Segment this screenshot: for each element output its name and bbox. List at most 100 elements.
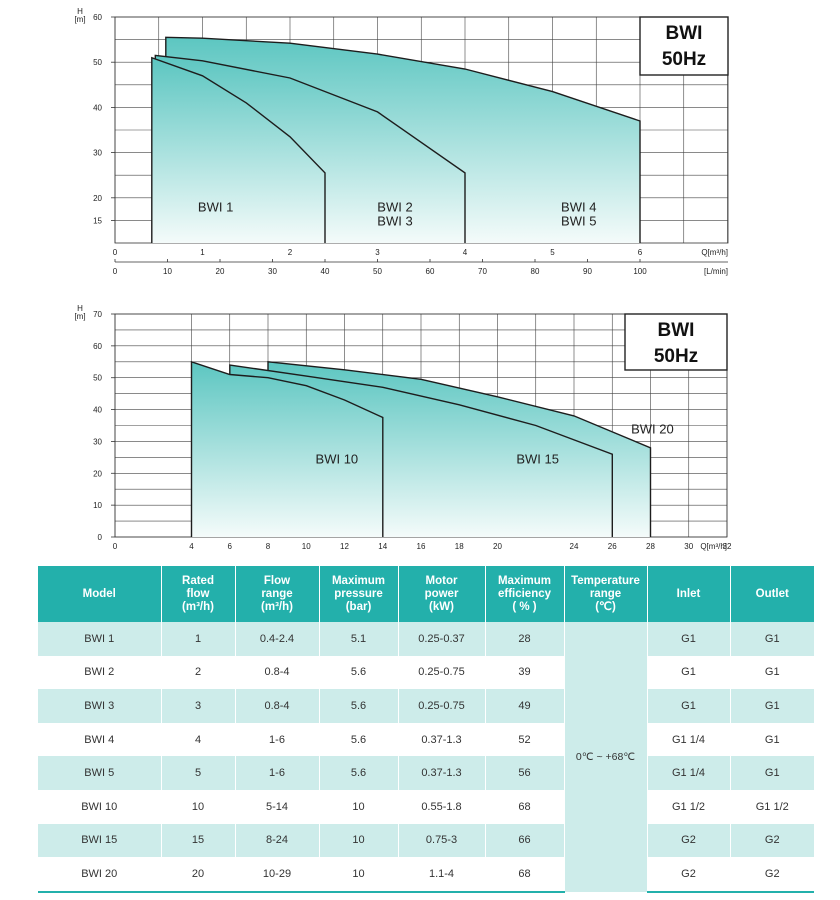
table-cell: G1: [647, 655, 731, 690]
table-cell: 5.6: [319, 722, 399, 757]
table-header-row: Model Rated flow (m³/h) Flow range (m³/h) Maxim…: [38, 566, 814, 622]
curve-label: BWI 20: [631, 421, 674, 436]
table-cell: 15: [161, 823, 236, 858]
y-tick-label: 70: [93, 310, 102, 319]
x-tick-label: 30: [684, 542, 693, 551]
y-tick-label: 0: [98, 533, 103, 542]
table-cell: 0.75-3: [398, 823, 486, 858]
curve-label: BWI 2: [377, 199, 412, 214]
col-header: Maximum pressure (bar): [319, 566, 399, 622]
col-header: Rated flow (m³/h): [161, 566, 236, 622]
table-cell: 0.8-4: [235, 655, 320, 690]
table-cell: BWI 3: [38, 689, 162, 723]
table-cell: G2: [647, 823, 731, 858]
table-cell: 66: [485, 823, 565, 858]
y-tick-label: 30: [93, 437, 102, 446]
y-tick-label: 60: [93, 13, 102, 22]
x-axis-label: Q[m³/h]: [700, 542, 727, 551]
table-cell: 1-6: [235, 722, 320, 757]
y-tick-label: 60: [93, 342, 102, 351]
chart2-axes: H[m]: [74, 304, 85, 321]
badge-frequency: 50Hz: [662, 49, 706, 70]
table-cell: G2: [730, 857, 814, 893]
table-body: BWI 1 1 0.4-2.4 5.1 0.25-0.37 28 0℃ ~ +68℃ G1 G1…: [38, 622, 814, 893]
chart2-ticks: 0 10 20 30 40 50 60 70 0 4 6 8 10 12 14 16 18 20 24 26 28 30 3…: [93, 310, 732, 551]
table-cell: 10: [319, 789, 399, 824]
table-cell: BWI 1: [38, 622, 162, 656]
table-cell: 0.25-0.75: [398, 689, 486, 723]
chart2-badge: BWI 50Hz: [624, 313, 728, 371]
x-tick-label: 32: [723, 542, 732, 551]
y-axis-unit: [m]: [74, 312, 85, 321]
table-cell: 10: [319, 857, 399, 893]
table-row: BWI 4 4 1-6 5.6 0.37-1.3 52 G1 1/4 G1: [38, 722, 814, 757]
x-tick-label: 0: [113, 248, 118, 257]
y-axis-label: H: [77, 304, 83, 313]
x-tick-label: 6: [228, 542, 233, 551]
table-cell: G1: [730, 622, 814, 656]
curve-label: BWI 3: [377, 213, 412, 228]
x2-tick-label: 90: [583, 267, 592, 276]
curve-bwi-2-bwi-3: [154, 54, 466, 243]
table-cell: G1: [730, 689, 814, 723]
x-tick-label: 4: [189, 542, 194, 551]
table-cell: BWI 15: [38, 823, 162, 858]
x-tick-label: 6: [638, 248, 643, 257]
y-tick-label: 15: [93, 216, 102, 225]
table-cell: 5.6: [319, 756, 399, 790]
x-tick-label: 5: [550, 248, 555, 257]
y-tick-label: 40: [93, 103, 102, 112]
x-tick-label: 8: [266, 542, 271, 551]
x-tick-label: 24: [570, 542, 579, 551]
x-axis-label: Q[m³/h]: [701, 248, 728, 257]
x2-tick-label: 50: [373, 267, 382, 276]
curve-bwi-4-bwi-5: [165, 36, 641, 243]
x-tick-label: 0: [113, 542, 118, 551]
col-header: Flow range (m³/h): [235, 566, 320, 622]
table-cell: 20: [161, 857, 236, 893]
table-cell: 0.37-1.3: [398, 722, 486, 757]
table-cell: 39: [485, 655, 565, 690]
table-cell: BWI 20: [38, 857, 162, 893]
curve-label: BWI 15: [516, 452, 559, 467]
chart1-axes: H[m]: [74, 7, 85, 24]
table-cell: 0.4-2.4: [235, 622, 320, 656]
table-row: BWI 3 3 0.8-4 5.6 0.25-0.75 49 G1 G1: [38, 689, 814, 723]
col-header: Outlet: [730, 566, 814, 622]
x2-tick-label: 100: [633, 267, 647, 276]
x2-tick-label: 60: [426, 267, 435, 276]
table-cell: G1: [730, 722, 814, 757]
curve-bwi-20: [267, 361, 652, 537]
table-row: BWI 20 20 10-29 10 1.1-4 68 G2 G2: [38, 857, 814, 893]
temperature-range-cell: 0℃ ~ +68℃: [564, 622, 648, 892]
table-cell: 0.25-0.37: [398, 622, 486, 656]
y-axis-label: H: [77, 7, 83, 16]
curve-label: BWI 10: [316, 452, 359, 467]
x-tick-label: 20: [493, 542, 502, 551]
table-cell: BWI 5: [38, 756, 162, 790]
table-cell: 10-29: [235, 857, 320, 893]
col-header: Motor power (kW): [398, 566, 486, 622]
table-cell: 3: [161, 689, 236, 723]
x2-tick-label: 0: [113, 267, 118, 276]
table-cell: G1 1/2: [730, 789, 814, 824]
table-cell: G1: [647, 622, 731, 656]
y-tick-label: 50: [93, 374, 102, 383]
chart2-curve-labels: BWI 10 BWI 15 BWI 20: [316, 421, 674, 466]
badge-model: BWI: [666, 23, 703, 44]
y-axis-unit: [m]: [74, 15, 85, 24]
chart1-badge: BWI 50Hz: [639, 16, 729, 76]
table-cell: 56: [485, 756, 565, 790]
table-cell: 10: [319, 823, 399, 858]
x-tick-label: 12: [340, 542, 349, 551]
y-tick-label: 30: [93, 149, 102, 158]
area-bwi-1: [151, 57, 325, 244]
table-cell: G1: [730, 756, 814, 790]
table-cell: BWI 10: [38, 789, 162, 824]
y-tick-label: 10: [93, 501, 102, 510]
table-cell: G1 1/4: [647, 756, 731, 790]
table-row: BWI 1 1 0.4-2.4 5.1 0.25-0.37 28 0℃ ~ +68℃ G1 G1: [38, 622, 814, 892]
x2-tick-label: 20: [216, 267, 225, 276]
table-row: BWI 5 5 1-6 5.6 0.37-1.3 56 G1 1/4 G1: [38, 756, 814, 790]
